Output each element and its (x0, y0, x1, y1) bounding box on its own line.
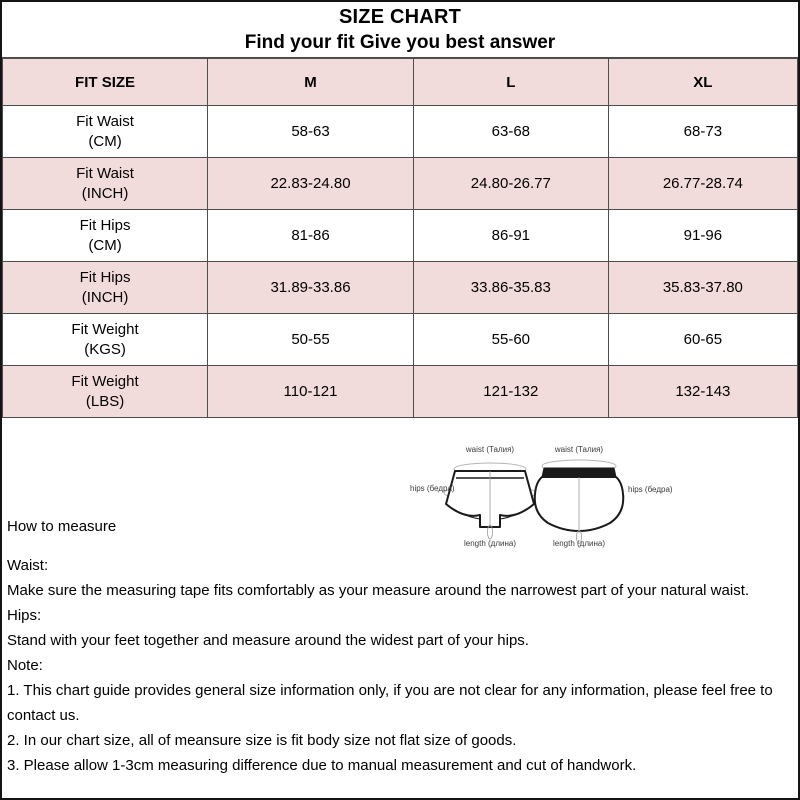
row-label-name: Fit Waist (76, 112, 134, 130)
row-label-unit: (INCH) (81, 288, 129, 306)
panty-measurement-diagram: waist (Талия) hips (бедра) length (длина… (410, 445, 673, 548)
row-label-name: Fit Weight (71, 320, 139, 338)
row-label-name: Fit Waist (76, 164, 134, 182)
cell-value: 60-65 (607, 313, 798, 366)
back-length-pointer (576, 530, 582, 544)
cell-value: 24.80-26.77 (412, 157, 609, 210)
row-label: Fit Weight (LBS) (2, 365, 209, 418)
how-to-measure-section: waist (Талия) hips (бедра) length (длина… (2, 418, 798, 798)
title-section: SIZE CHART Find your fit Give you best a… (2, 2, 798, 58)
how-to-measure-heading: How to measure (7, 518, 117, 535)
cell-value: 63-68 (412, 105, 609, 158)
row-label: Fit Hips (CM) (2, 209, 209, 262)
row-label-name: Fit Hips (79, 216, 131, 234)
cell-value: 81-86 (207, 209, 414, 262)
cell-value: 58-63 (207, 105, 414, 158)
page-title: SIZE CHART (339, 6, 461, 28)
front-hips-label: hips (бедра) (410, 484, 455, 493)
col-header-size-m: M (207, 58, 414, 106)
back-waist-label: waist (Талия) (554, 445, 604, 454)
cell-value: 68-73 (607, 105, 798, 158)
measure-line-note-title: Note: (7, 657, 43, 674)
front-left-leg-hem (447, 505, 481, 520)
col-header-size-l: L (412, 58, 609, 106)
row-label: Fit Hips (INCH) (2, 261, 209, 314)
row-label-name: Fit Weight (71, 372, 139, 390)
cell-value: 132-143 (607, 365, 798, 418)
table-row-weight-kgs: Fit Weight (KGS) 50-55 55-60 60-65 (2, 313, 798, 366)
cell-value: 26.77-28.74 (607, 157, 798, 210)
measure-line-waist-title: Waist: (7, 557, 49, 574)
row-label-unit: (KGS) (84, 340, 126, 358)
table-row-hips-inch: Fit Hips (INCH) 31.89-33.86 33.86-35.83 … (2, 261, 798, 314)
back-waistband (541, 467, 617, 478)
measure-note-2: 2. In our chart size, all of meansure si… (7, 732, 517, 749)
measure-note-3: 3. Please allow 1-3cm measuring differen… (7, 757, 637, 774)
cell-value: 50-55 (207, 313, 414, 366)
table-row-weight-lbs: Fit Weight (LBS) 110-121 121-132 132-143 (2, 365, 798, 418)
row-label: Fit Waist (INCH) (2, 157, 209, 210)
back-hips-label: hips (бедра) (628, 485, 673, 494)
cell-value: 35.83-37.80 (607, 261, 798, 314)
measure-line-waist-text: Make sure the measuring tape fits comfor… (7, 582, 750, 599)
col-header-fit-size: FIT SIZE (2, 58, 209, 106)
cell-value: 33.86-35.83 (412, 261, 609, 314)
cell-value: 22.83-24.80 (207, 157, 414, 210)
row-label-name: Fit Hips (79, 268, 131, 286)
front-waist-label: waist (Талия) (465, 445, 515, 454)
cell-value: 91-96 (607, 209, 798, 262)
table-row-waist-cm: Fit Waist (CM) 58-63 63-68 68-73 (2, 105, 798, 158)
panty-back-diagram: waist (Талия) hips (бедра) length (длина… (533, 445, 673, 548)
table-row-hips-cm: Fit Hips (CM) 81-86 86-91 91-96 (2, 209, 798, 262)
measure-line-hips-text: Stand with your feet together and measur… (7, 632, 529, 649)
measure-line-hips-title: Hips: (7, 607, 42, 624)
cell-value: 55-60 (412, 313, 609, 366)
back-length-label: length (длина) (553, 539, 605, 548)
cell-value: 110-121 (207, 365, 414, 418)
cell-value: 31.89-33.86 (207, 261, 414, 314)
row-label-unit: (CM) (88, 236, 122, 254)
measure-note-1: 1. This chart guide provides general siz… (7, 682, 773, 724)
cell-value: 86-91 (412, 209, 609, 262)
row-label: Fit Weight (KGS) (2, 313, 209, 366)
front-right-leg-hem (499, 505, 533, 520)
front-length-pointer (487, 524, 493, 540)
page-subtitle: Find your fit Give you best answer (244, 32, 556, 53)
col-header-size-xl: XL (607, 58, 798, 106)
cell-value: 121-132 (412, 365, 609, 418)
row-label: Fit Waist (CM) (2, 105, 209, 158)
front-length-label: length (длина) (464, 539, 516, 548)
row-label-unit: (INCH) (81, 184, 129, 202)
table-row-waist-inch: Fit Waist (INCH) 22.83-24.80 24.80-26.77… (2, 157, 798, 210)
measure-instructions: How to measure Waist: Make sure the meas… (2, 418, 798, 778)
row-label-unit: (CM) (88, 132, 122, 150)
table-header-row: FIT SIZE M L XL (2, 58, 798, 106)
size-table: FIT SIZE M L XL Fit Waist (CM) 58-63 63-… (2, 58, 798, 418)
panty-front-diagram: waist (Талия) hips (бедра) length (длина… (410, 445, 537, 548)
row-label-unit: (LBS) (85, 392, 125, 410)
